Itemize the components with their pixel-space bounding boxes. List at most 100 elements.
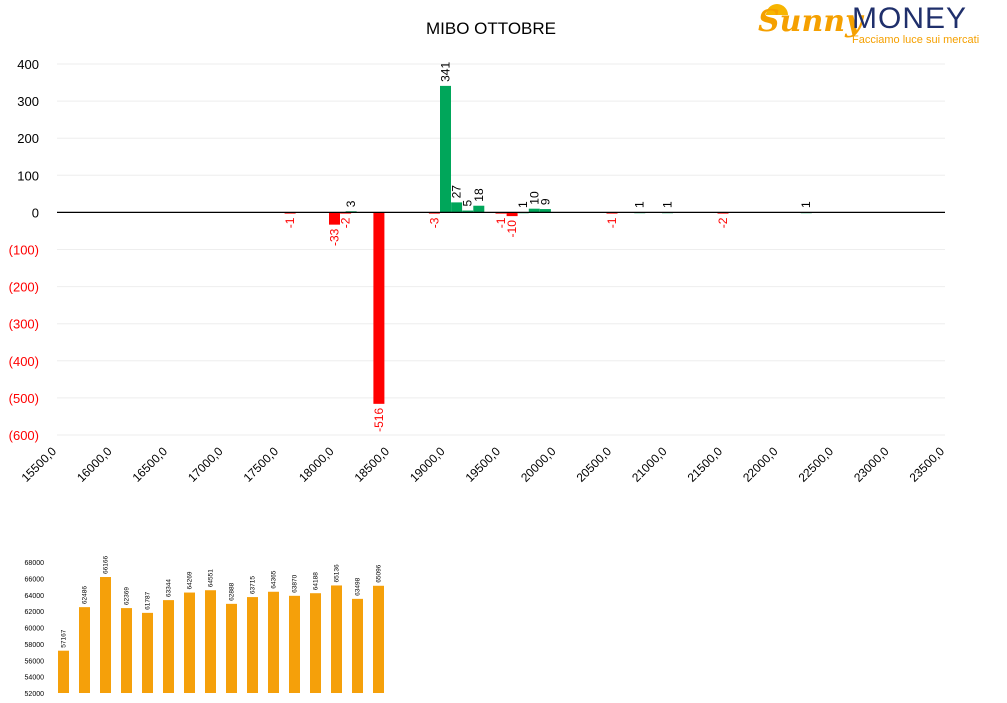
future-y-tick-label: 58000	[25, 642, 45, 649]
data-label: 1	[633, 201, 647, 208]
bar	[473, 205, 485, 213]
chart-title: MIBO OTTOBRE	[426, 19, 556, 38]
bar	[506, 212, 518, 217]
x-tick-label: 19500,0	[463, 444, 504, 485]
future-data-label: 64365	[271, 570, 278, 588]
future-bar	[373, 585, 384, 693]
y-tick-label: (100)	[9, 243, 39, 258]
x-tick-label: 23000,0	[851, 444, 892, 485]
future-bar	[79, 607, 90, 693]
x-tick-label: 20000,0	[518, 444, 559, 485]
data-label: 9	[538, 198, 552, 205]
y-tick-label: 200	[17, 131, 39, 146]
future-data-label: 61787	[145, 591, 152, 609]
data-label: -2	[339, 217, 353, 228]
mibo-options-chart: MIBO OTTOBRE 400 300 200 100 0 (100) (200) (300)…	[9, 19, 948, 485]
x-tick-label: 18500,0	[352, 444, 393, 485]
future-y-tick-label: 52000	[25, 691, 45, 698]
bar	[539, 209, 551, 213]
data-label: -1	[283, 217, 297, 228]
x-tick-label: 16500,0	[130, 444, 171, 485]
future-bar	[247, 597, 258, 693]
data-label: -3	[427, 217, 441, 228]
x-tick-label: 17000,0	[185, 444, 226, 485]
future-data-label: 62888	[229, 582, 236, 600]
y-tick-label: 400	[17, 57, 39, 72]
future-data-label: 63344	[166, 579, 173, 597]
future-data-label: 64269	[187, 571, 194, 589]
future-data-label: 63498	[355, 577, 362, 595]
logo-tagline: Facciamo luce sui mercati	[852, 34, 980, 46]
x-tick-label: 19000,0	[407, 444, 448, 485]
future-data-label: 66166	[103, 556, 110, 574]
data-label: -33	[328, 228, 342, 246]
future-data-label: 57167	[61, 629, 68, 647]
sun-icon	[766, 4, 788, 15]
future-y-tick-label: 68000	[25, 560, 45, 567]
bar	[495, 212, 507, 214]
logo-money-text: MONEY	[852, 2, 968, 35]
data-label: 3	[344, 200, 358, 207]
future-bar	[268, 591, 279, 693]
bar	[284, 212, 296, 214]
future-bar	[289, 595, 300, 693]
x-tick-label: 21500,0	[685, 444, 726, 485]
data-label: 10	[527, 191, 541, 205]
y-tick-label: (600)	[9, 428, 39, 443]
x-tick-label: 18000,0	[296, 444, 337, 485]
data-label: 5	[461, 200, 475, 207]
bar	[528, 208, 540, 213]
data-label: 1	[661, 201, 675, 208]
future-bar	[58, 650, 69, 693]
future-data-label: 62486	[82, 586, 89, 604]
future-y-tick-label: 62000	[25, 609, 45, 616]
y-tick-label: (500)	[9, 391, 39, 406]
future-bar	[184, 592, 195, 693]
data-label: 18	[472, 188, 486, 202]
bar	[329, 212, 340, 225]
bar	[373, 212, 385, 404]
data-label: 1	[516, 201, 530, 208]
future-bar	[142, 612, 153, 693]
future-bar	[331, 585, 342, 693]
data-label: -2	[716, 217, 730, 228]
x-tick-label: 16000,0	[74, 444, 115, 485]
x-tick-label: 20500,0	[574, 444, 615, 485]
y-tick-label: (200)	[9, 280, 39, 295]
future-data-label: 65096	[376, 564, 383, 582]
future-data-label: 63715	[250, 576, 257, 594]
future-y-tick-label: 60000	[25, 626, 45, 633]
sunny-money-logo: Sunny MONEY Facciamo luce sui mercati	[758, 2, 983, 48]
data-label: 1	[799, 201, 813, 208]
logo-sunny-text: Sunny	[758, 4, 863, 39]
future-y-tick-label: 64000	[25, 593, 45, 600]
future-data-label: 65136	[334, 564, 341, 582]
bar	[428, 212, 440, 214]
future-y-tick-label: 56000	[25, 658, 45, 665]
bar	[606, 212, 618, 214]
future-bar	[100, 577, 111, 693]
future-bar	[310, 593, 321, 693]
future-y-tick-label: 54000	[25, 675, 45, 682]
data-label: 341	[439, 62, 453, 82]
x-tick-label: 22500,0	[796, 444, 837, 485]
bar	[440, 85, 451, 213]
future-bar	[352, 598, 363, 693]
data-label: -516	[372, 408, 386, 432]
x-tick-label: 22000,0	[740, 444, 781, 485]
data-label: 27	[450, 185, 464, 199]
y-tick-label: 0	[32, 205, 39, 220]
bar	[340, 212, 352, 214]
bar	[451, 202, 463, 213]
future-chart: FUTURE5200054000560005800060000620006400…	[25, 556, 384, 698]
future-data-label: 62369	[124, 587, 131, 605]
x-tick-label: 17500,0	[241, 444, 282, 485]
y-tick-label: (300)	[9, 317, 39, 332]
y-tick-label: (400)	[9, 354, 39, 369]
x-tick-label: 23500,0	[907, 444, 948, 485]
future-data-label: 64188	[313, 572, 320, 590]
x-tick-label: 21000,0	[629, 444, 670, 485]
bar	[717, 212, 729, 214]
future-bar	[163, 600, 174, 693]
